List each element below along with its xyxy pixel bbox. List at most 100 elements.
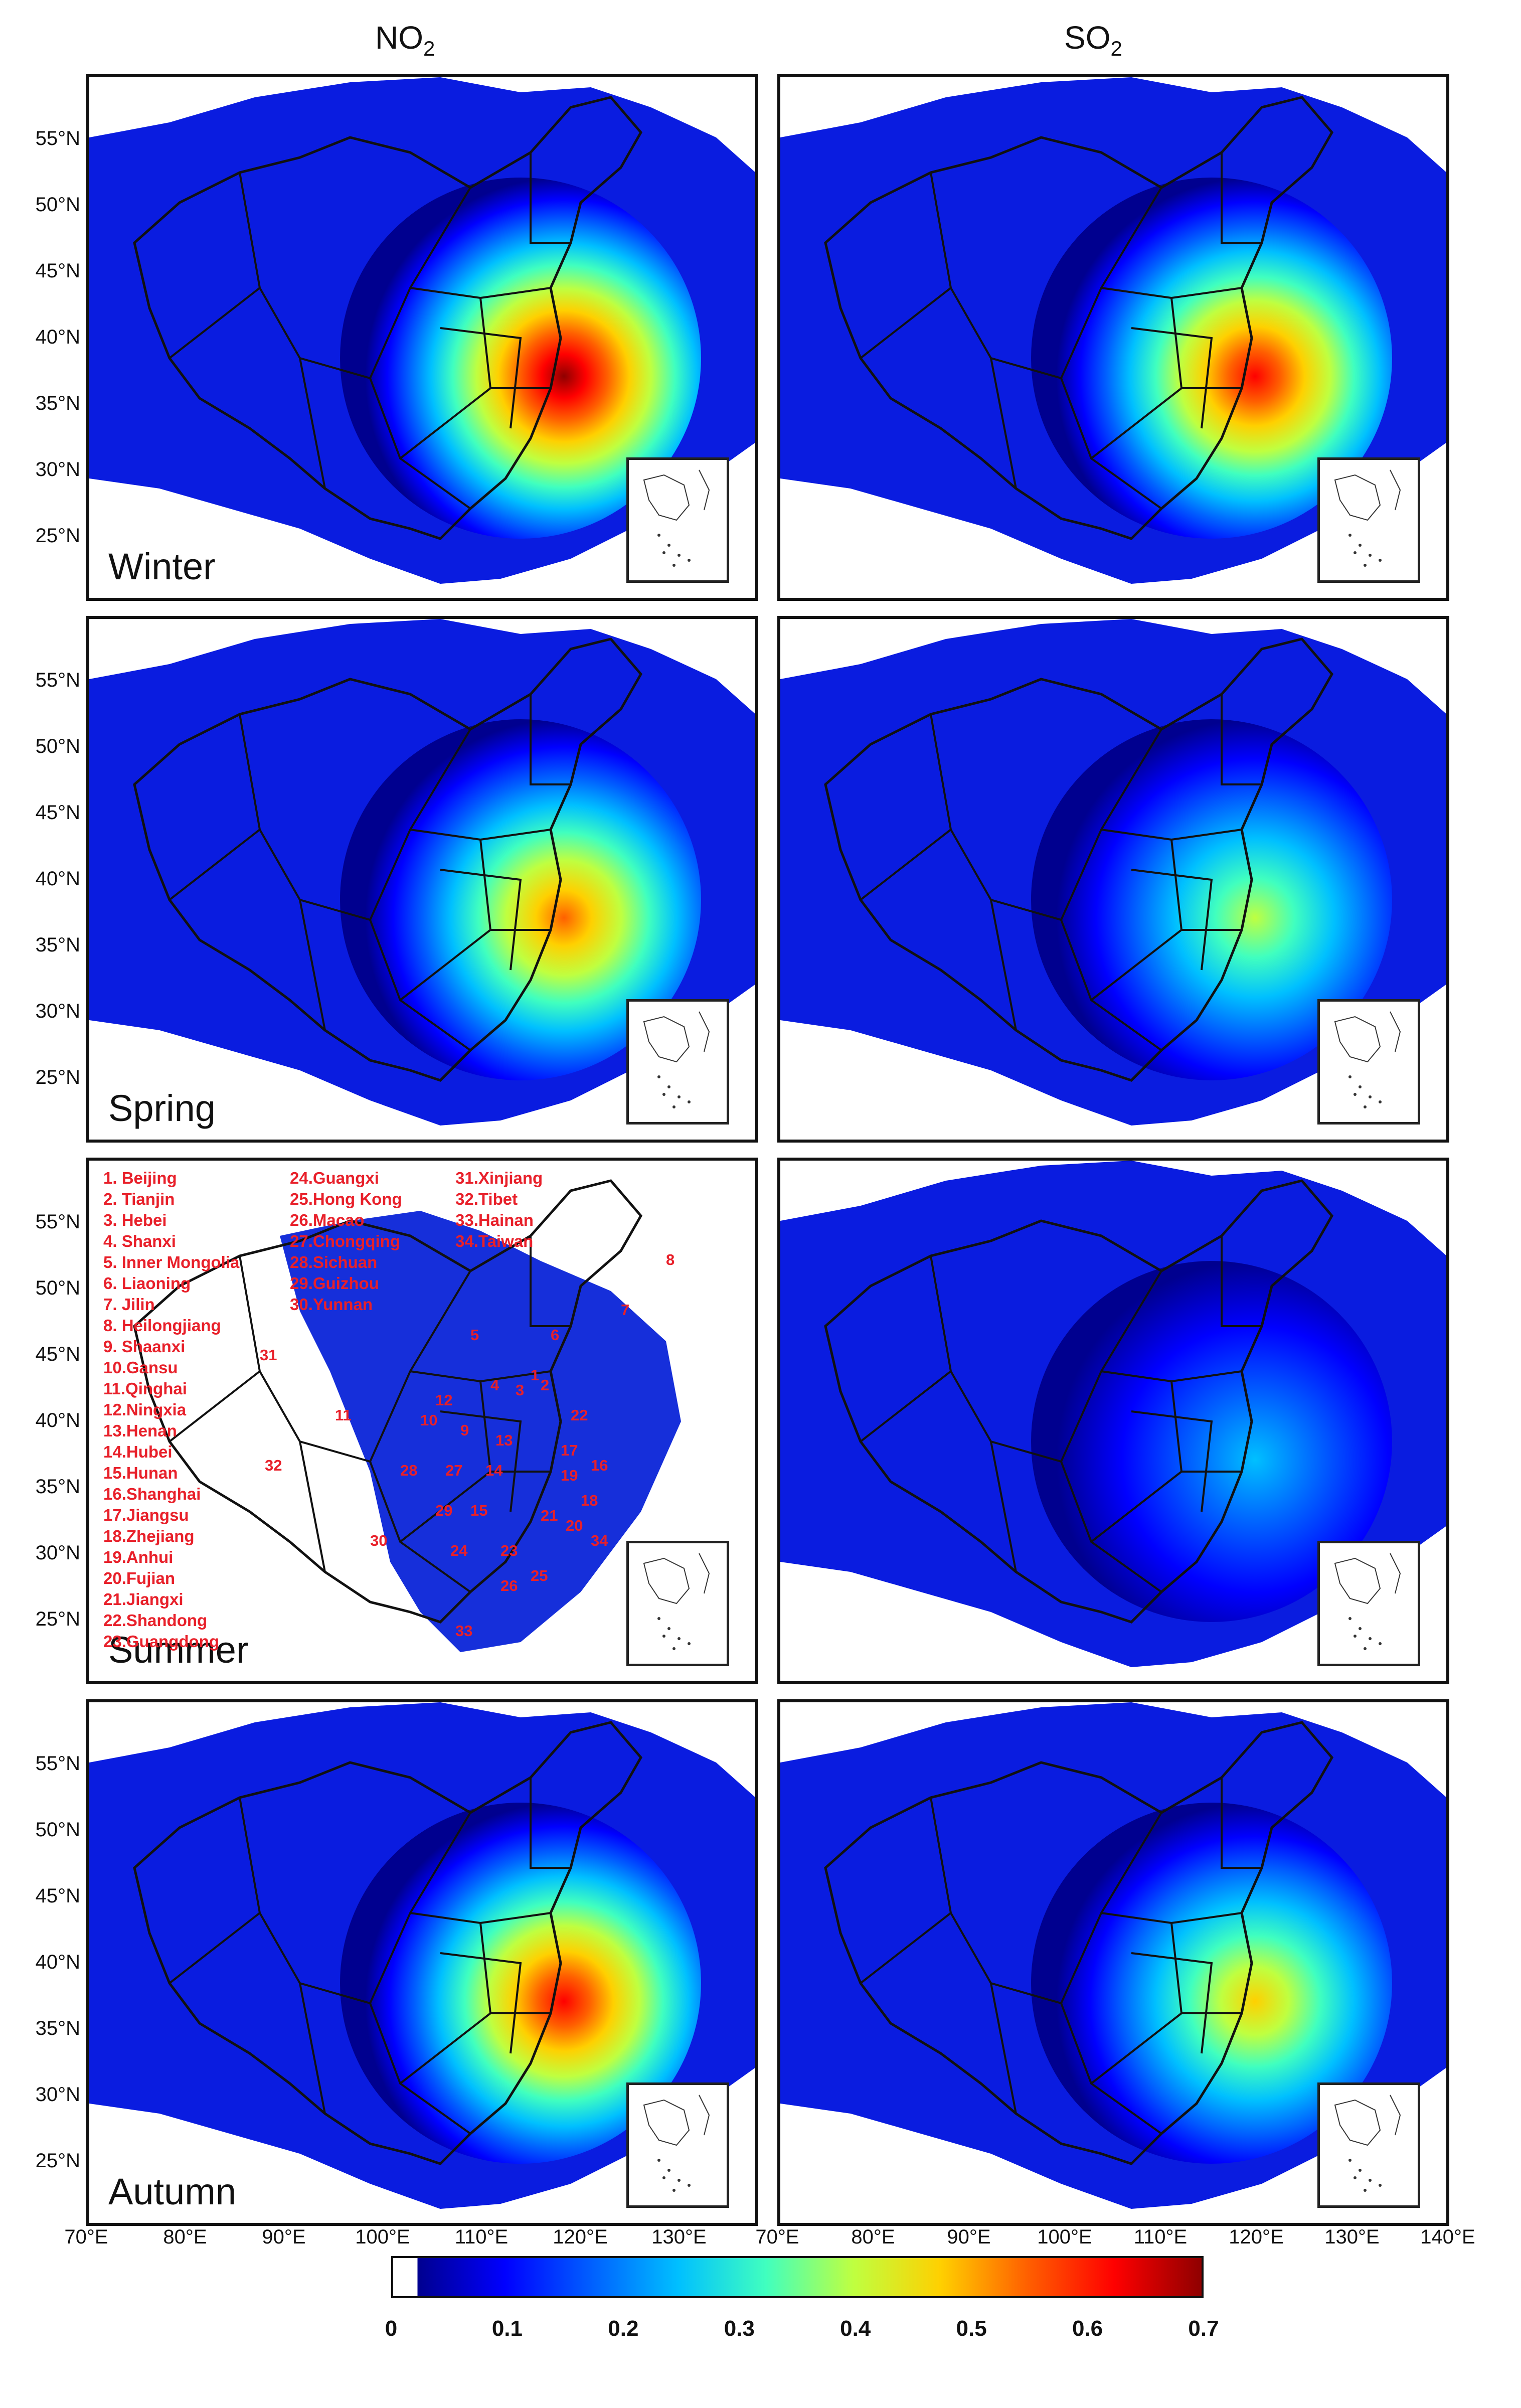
province-number: 31: [260, 1346, 277, 1364]
colorbar-tick-label: 0.2: [608, 2316, 639, 2341]
latitude-tick-label: 40°N: [35, 326, 80, 348]
south-china-sea-inset: [626, 1541, 729, 1666]
longitude-tick-label: 80°E: [163, 2226, 207, 2248]
province-legend-item: 14.Hubei: [103, 1442, 173, 1461]
colorbar-tick-label: 0.7: [1188, 2316, 1219, 2341]
south-china-sea-inset: [1317, 1541, 1420, 1666]
colorbar-tick-label: 0.4: [840, 2316, 871, 2341]
province-number: 20: [566, 1517, 583, 1534]
province-legend-item: 9. Shaanxi: [103, 1337, 186, 1356]
latitude-tick-label: 40°N: [35, 1409, 80, 1431]
latitude-tick-label: 45°N: [35, 260, 80, 282]
province-number: 32: [265, 1457, 282, 1474]
latitude-tick-label: 45°N: [35, 801, 80, 824]
colorbar-tick-label: 0.3: [724, 2316, 755, 2341]
province-legend-col2: 24.Guangxi 25.Hong Kong 26.Macao 27.Chongqi…: [290, 1168, 402, 1315]
province-number: 12: [435, 1391, 453, 1409]
province-number: 30: [370, 1532, 388, 1549]
province-legend-col3: 31.Xinjiang 32.Tibet 33.Hainan 34.Taiwan: [455, 1168, 543, 1252]
latitude-tick-label: 30°N: [35, 458, 80, 480]
province-legend-item: 23.Guangdong: [103, 1632, 219, 1651]
province-legend-item: 31.Xinjiang: [455, 1169, 543, 1187]
province-legend-item: 27.Chongqing: [290, 1232, 400, 1250]
province-legend-item: 7. Jilin: [103, 1295, 155, 1314]
province-legend-item: 17.Jiangsu: [103, 1506, 189, 1524]
latitude-tick-label: 25°N: [35, 1608, 80, 1630]
province-legend-item: 1. Beijing: [103, 1169, 177, 1187]
season-label: Spring: [108, 1087, 216, 1129]
province-number: 9: [460, 1421, 469, 1439]
province-legend-col1: 1. Beijing 2. Tianjin 3. Hebei 4. Shanxi 5. …: [103, 1168, 239, 1652]
latitude-tick-label: 50°N: [35, 735, 80, 757]
longitude-tick-label: 130°E: [1324, 2226, 1380, 2248]
colorbar-tick-label: 0: [385, 2316, 398, 2341]
province-legend-item: 5. Inner Mongolia: [103, 1253, 240, 1271]
province-number: 11: [335, 1406, 352, 1424]
latitude-tick-label: 35°N: [35, 392, 80, 414]
longitude-tick-label: 90°E: [947, 2226, 991, 2248]
latitude-tick-label: 45°N: [35, 1885, 80, 1907]
map-panel-no2-winter: Winter: [86, 74, 758, 601]
south-china-sea-inset: [626, 999, 729, 1125]
province-legend-item: 30.Yunnan: [290, 1295, 373, 1314]
province-legend-item: 22.Shandong: [103, 1611, 208, 1630]
province-number: 16: [591, 1457, 608, 1474]
province-legend-item: 24.Guangxi: [290, 1169, 379, 1187]
province-number: 21: [541, 1507, 558, 1524]
province-number: 4: [490, 1376, 499, 1394]
longitude-tick-label: 70°E: [64, 2226, 108, 2248]
province-number: 26: [500, 1577, 518, 1594]
province-number: 7: [621, 1301, 630, 1319]
province-legend-item: 32.Tibet: [455, 1190, 518, 1208]
colorbar-tick-label: 0.6: [1072, 2316, 1103, 2341]
province-legend-item: 13.Henan: [103, 1421, 177, 1440]
province-legend-item: 18.Zhejiang: [103, 1527, 195, 1545]
map-panel-so2-winter: [777, 74, 1449, 601]
province-number: 18: [581, 1492, 598, 1509]
province-legend-item: 33.Hainan: [455, 1211, 534, 1229]
longitude-tick-label: 80°E: [851, 2226, 895, 2248]
latitude-tick-label: 25°N: [35, 525, 80, 547]
province-legend-item: 25.Hong Kong: [290, 1190, 402, 1208]
map-panel-no2-autumn: Autumn: [86, 1699, 758, 2226]
province-legend-item: 21.Jiangxi: [103, 1590, 184, 1609]
colorbar-gradient: [393, 2258, 1202, 2296]
latitude-tick-label: 25°N: [35, 1066, 80, 1088]
latitude-tick-label: 25°N: [35, 2150, 80, 2172]
map-field: [89, 619, 755, 1140]
latitude-tick-label: 55°N: [35, 1752, 80, 1775]
latitude-tick-label: 50°N: [35, 1277, 80, 1299]
longitude-tick-label: 100°E: [1037, 2226, 1092, 2248]
province-number: 34: [591, 1532, 608, 1549]
province-number: 33: [455, 1622, 473, 1640]
province-legend-item: 2. Tianjin: [103, 1190, 175, 1208]
season-label: Summer: [108, 1629, 249, 1671]
province-legend-item: 20.Fujian: [103, 1569, 176, 1587]
column-title-so2: SO2: [1064, 20, 1122, 60]
latitude-tick-label: 55°N: [35, 669, 80, 691]
province-legend-item: 3. Hebei: [103, 1211, 167, 1229]
province-legend-item: 34.Taiwan: [455, 1232, 534, 1250]
colorbar: [391, 2256, 1204, 2298]
province-number: 28: [400, 1462, 418, 1479]
province-number: 19: [561, 1467, 578, 1484]
longitude-tick-label: 120°E: [553, 2226, 608, 2248]
latitude-tick-label: 55°N: [35, 1211, 80, 1233]
longitude-tick-label: 100°E: [355, 2226, 410, 2248]
latitude-tick-label: 45°N: [35, 1343, 80, 1365]
province-legend-item: 28.Sichuan: [290, 1253, 378, 1271]
province-number: 13: [495, 1431, 513, 1449]
longitude-tick-label: 110°E: [1133, 2226, 1188, 2248]
latitude-tick-label: 55°N: [35, 127, 80, 149]
south-china-sea-inset: [1317, 2082, 1420, 2208]
latitude-tick-label: 50°N: [35, 194, 80, 216]
longitude-tick-label: 130°E: [651, 2226, 707, 2248]
province-number: 14: [485, 1462, 503, 1479]
map-field: [780, 619, 1446, 1140]
province-number: 6: [551, 1326, 560, 1344]
latitude-tick-label: 40°N: [35, 1951, 80, 1973]
province-legend-item: 12.Ningxia: [103, 1400, 187, 1419]
province-legend-item: 26.Macao: [290, 1211, 365, 1229]
province-number: 5: [470, 1326, 479, 1344]
